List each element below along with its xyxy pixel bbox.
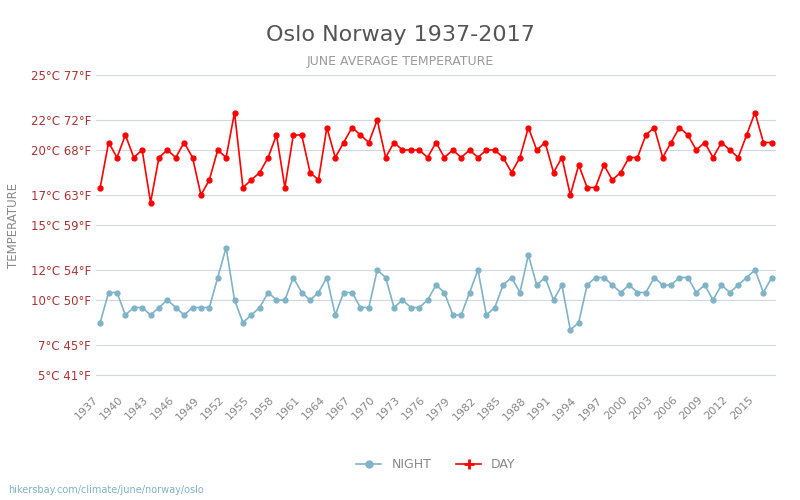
Legend: NIGHT, DAY: NIGHT, DAY [351, 453, 521, 476]
Text: Oslo Norway 1937-2017: Oslo Norway 1937-2017 [266, 25, 534, 45]
Text: JUNE AVERAGE TEMPERATURE: JUNE AVERAGE TEMPERATURE [306, 55, 494, 68]
Y-axis label: TEMPERATURE: TEMPERATURE [6, 182, 20, 268]
Text: hikersbay.com/climate/june/norway/oslo: hikersbay.com/climate/june/norway/oslo [8, 485, 204, 495]
